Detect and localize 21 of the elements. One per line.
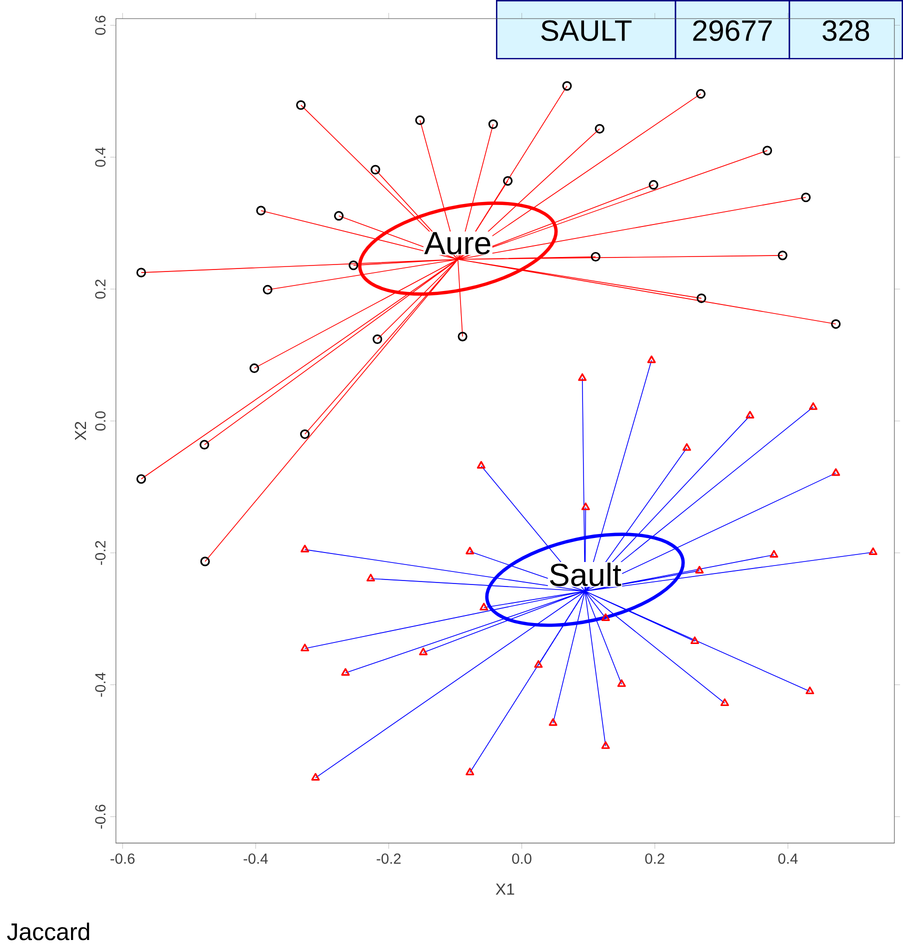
- y-tick-label: -0.6: [95, 804, 106, 829]
- y-tick-label: 0.2: [95, 280, 106, 299]
- x-tick-label: 0.2: [645, 853, 664, 864]
- y-tick-label: 0.6: [95, 16, 106, 35]
- y-tick-label: 0.0: [95, 411, 106, 431]
- x-tick-label: 0.0: [512, 853, 532, 864]
- x-tick-label: -0.2: [376, 853, 401, 864]
- annotation: Sault: [550, 562, 622, 586]
- y-tick-label: 0.4: [95, 147, 106, 167]
- annotation: 29677: [693, 20, 772, 42]
- x-tick-label: 0.4: [778, 853, 798, 864]
- y-tick-label: -0.4: [95, 672, 106, 697]
- x-tick-label: -0.6: [110, 853, 135, 864]
- annotation: Aure: [424, 232, 490, 254]
- x-axis-title: X1: [496, 884, 514, 895]
- y-axis-title: X2: [74, 422, 86, 440]
- annotation: SAULT: [541, 20, 632, 42]
- y-tick-label: -0.2: [95, 540, 106, 565]
- annotation: 328: [822, 20, 870, 42]
- text: Jaccard: [7, 922, 90, 940]
- x-tick-label: -0.4: [244, 853, 268, 864]
